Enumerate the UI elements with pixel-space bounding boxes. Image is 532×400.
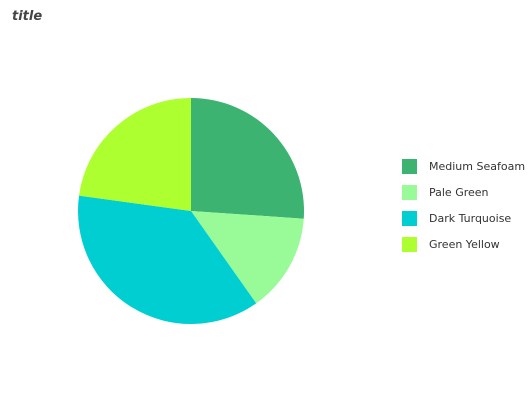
legend-swatch: [402, 210, 417, 226]
legend-item-dark-turquoise: Dark Turquoise: [402, 205, 525, 231]
legend-swatch: [402, 236, 417, 252]
pie-slice-green-yellow: [79, 97, 191, 211]
legend-label: Dark Turquoise: [429, 211, 512, 225]
legend-label: Green Yellow: [429, 237, 500, 251]
legend: Medium Seafoam Pale Green Dark Turquoise…: [402, 153, 525, 257]
chart-title: title: [12, 9, 43, 24]
legend-item-green-yellow: Green Yellow: [402, 231, 525, 257]
legend-item-pale-green: Pale Green: [402, 179, 525, 205]
legend-item-medium-seafoam: Medium Seafoam: [402, 153, 525, 179]
legend-label: Medium Seafoam: [429, 159, 526, 173]
pie-slice-pale-green: [191, 211, 304, 304]
pie-slice-dark-turquoise: [77, 195, 257, 325]
legend-label: Pale Green: [429, 185, 489, 199]
pie-slice-medium-seafoam: [191, 98, 305, 219]
legend-swatch: [402, 158, 417, 174]
legend-swatch: [402, 184, 417, 200]
